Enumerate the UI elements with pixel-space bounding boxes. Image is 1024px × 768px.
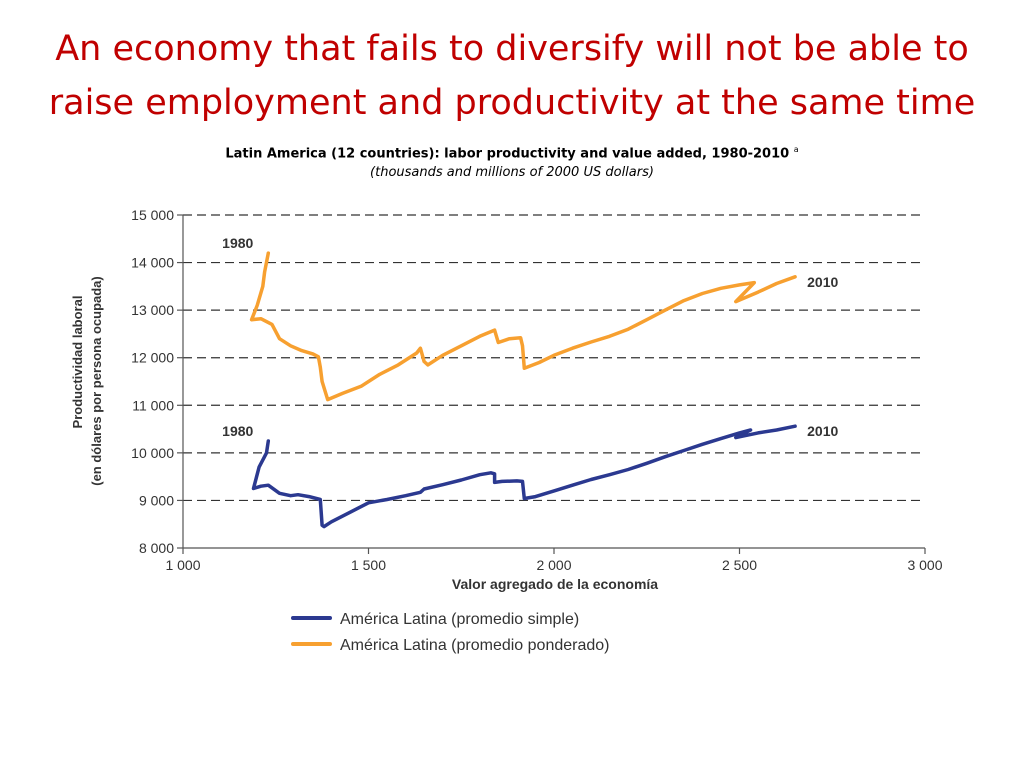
series-end-label: 2010 xyxy=(807,423,838,439)
slide-title-line2: raise employment and productivity at the… xyxy=(48,83,976,123)
chart-title-text: Latin America (12 countries): labor prod… xyxy=(225,146,790,162)
chart-title-superscript: a xyxy=(793,145,799,154)
y-tick-label: 10 000 xyxy=(131,445,174,461)
x-tick-label: 2 500 xyxy=(722,557,757,573)
slide-title-line1: An economy that fails to diversify will … xyxy=(55,29,969,69)
y-tick-label: 11 000 xyxy=(132,397,174,413)
series-line xyxy=(251,424,797,529)
y-tick-label: 9 000 xyxy=(139,492,174,508)
series-end-label: 2010 xyxy=(807,274,838,290)
y-tick-label: 15 000 xyxy=(131,207,174,223)
chart-subtitle: (thousands and millions of 2000 US dolla… xyxy=(370,165,654,180)
y-tick-label: 8 000 xyxy=(139,540,174,556)
x-axis-label: Valor agregado de la economía xyxy=(452,576,658,592)
x-tick-label: 1 500 xyxy=(351,557,386,573)
series-start-label: 1980 xyxy=(222,423,253,439)
x-tick-label: 3 000 xyxy=(907,557,942,573)
slide-title: An economy that fails to diversify will … xyxy=(0,22,1024,130)
y-tick-label: 13 000 xyxy=(131,302,174,318)
y-tick-label: 14 000 xyxy=(131,255,174,271)
y-tick-label: 12 000 xyxy=(131,350,174,366)
series-line xyxy=(249,251,797,402)
series-start-label: 1980 xyxy=(222,235,253,251)
x-tick-label: 2 000 xyxy=(536,557,571,573)
x-tick-label: 1 000 xyxy=(165,557,200,573)
legend-label: América Latina (promedio simple) xyxy=(340,611,579,628)
chart-title: Latin America (12 countries): labor prod… xyxy=(0,145,1024,161)
legend-label: América Latina (promedio ponderado) xyxy=(340,637,609,654)
y-axis-label-line2: (en dólares por persona ocupada) xyxy=(89,276,104,486)
y-axis-label-line1: Productividad laboral xyxy=(70,296,85,429)
